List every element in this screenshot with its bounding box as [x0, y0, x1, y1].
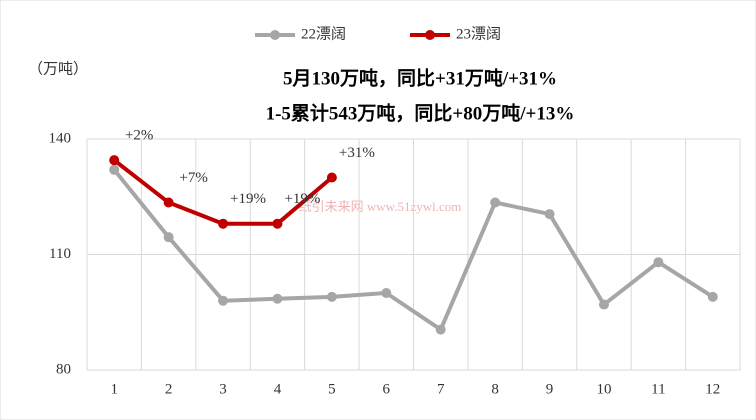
x-tick-label: 12	[705, 381, 720, 397]
point	[272, 293, 283, 304]
x-tick-label: 11	[651, 381, 665, 397]
point	[326, 172, 337, 183]
x-tick-label: 8	[491, 381, 499, 397]
x-tick-label: 4	[274, 381, 282, 397]
annotation: +7%	[179, 170, 207, 186]
x-tick-label: 5	[328, 381, 336, 397]
point	[435, 324, 446, 335]
y-tick-label: 80	[56, 361, 71, 377]
x-tick-label: 7	[437, 381, 445, 397]
series-line	[112, 168, 714, 332]
point	[598, 299, 609, 310]
watermark: 纸引未来网 www.51zywl.com	[299, 199, 462, 214]
point	[109, 164, 120, 175]
x-tick-label: 1	[110, 381, 118, 397]
point	[326, 291, 337, 302]
chart-subtitle: 1-5累计543万吨，同比+80万吨/+13%	[266, 101, 575, 124]
point	[707, 291, 718, 302]
annotation: +19%	[284, 191, 320, 207]
x-tick-label: 10	[596, 381, 611, 397]
point	[381, 288, 392, 298]
x-tick-label: 2	[165, 381, 173, 397]
point	[544, 209, 555, 220]
point	[653, 257, 664, 268]
point	[109, 155, 120, 166]
point	[218, 295, 229, 306]
y-axis-label: （万吨）	[28, 60, 88, 77]
point	[272, 218, 283, 229]
point	[490, 197, 501, 208]
chart-title: 5月130万吨，同比+31万吨/+31%	[283, 66, 557, 89]
x-tick-label: 3	[219, 381, 227, 397]
legend-marker	[270, 30, 280, 40]
annotation: +2%	[125, 128, 153, 144]
point	[218, 218, 229, 229]
y-tick-label: 110	[49, 246, 71, 262]
legend-label: 22漂阔	[301, 25, 346, 42]
legend-label: 23漂阔	[456, 25, 501, 42]
point	[163, 232, 174, 243]
annotation: +19%	[230, 191, 266, 207]
annotation: +31%	[339, 145, 375, 161]
x-tick-label: 6	[383, 381, 391, 397]
y-tick-label: 140	[49, 130, 72, 146]
point	[163, 197, 174, 208]
legend-marker	[425, 30, 435, 40]
x-tick-label: 9	[546, 381, 554, 397]
